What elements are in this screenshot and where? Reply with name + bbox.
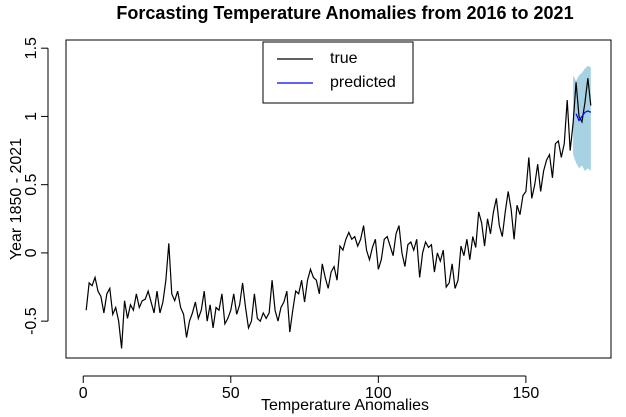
legend-box (262, 41, 414, 104)
x-tick-label: 150 (513, 385, 540, 402)
y-tick-label: -0.5 (23, 307, 40, 335)
x-axis-label: Temperature Anomalies (261, 397, 429, 414)
x-tick-label: 0 (79, 385, 88, 402)
legend-label: predicted (330, 74, 396, 91)
y-axis-label: Year 1850 - 2021 (8, 138, 25, 260)
x-tick-label: 100 (365, 385, 392, 402)
series-line (85, 78, 592, 349)
y-tick-label: 1.5 (23, 37, 40, 59)
y-tick-label: 0 (23, 248, 40, 257)
x-tick-label: 50 (222, 385, 240, 402)
y-tick-label: 0.5 (23, 173, 40, 195)
plot-frame (65, 39, 612, 359)
legend-label: true (330, 50, 358, 67)
y-tick-label: 1 (23, 112, 40, 121)
chart-title: Forcasting Temperature Anomalies from 20… (116, 3, 573, 23)
series-line (575, 110, 592, 122)
